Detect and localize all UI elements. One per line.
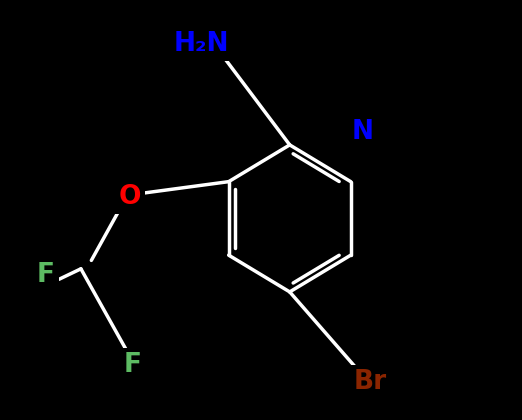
Text: F: F — [37, 262, 55, 288]
Text: O: O — [118, 184, 141, 210]
Text: F: F — [124, 352, 142, 378]
Text: H₂N: H₂N — [173, 31, 229, 57]
Text: Br: Br — [354, 369, 387, 395]
Text: N: N — [352, 119, 374, 145]
